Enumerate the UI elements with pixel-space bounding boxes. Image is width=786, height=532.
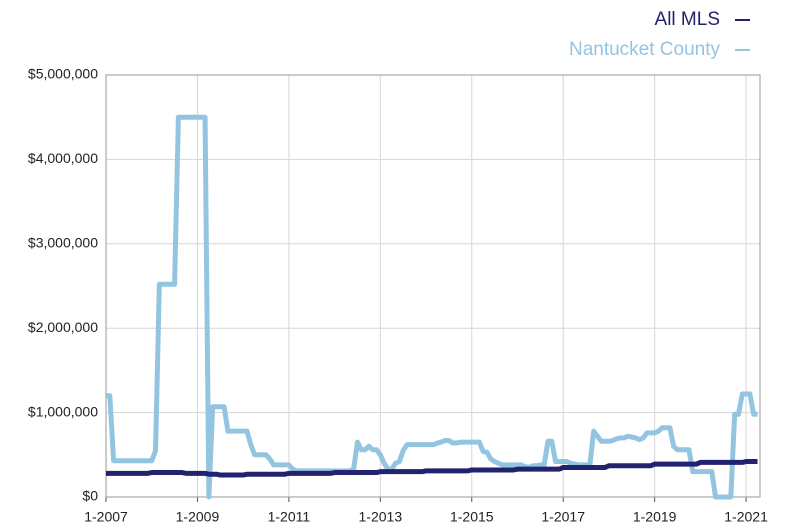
x-tick-label: 1-2011 <box>268 509 311 525</box>
y-tick-label: $1,000,000 <box>28 403 98 419</box>
series-line <box>106 114 758 500</box>
y-tick-label: $4,000,000 <box>28 150 98 166</box>
x-tick-label: 1-2021 <box>724 509 768 525</box>
x-tick-label: 1-2009 <box>176 509 220 525</box>
x-tick-label: 1-2007 <box>84 509 128 525</box>
y-tick-label: $2,000,000 <box>28 319 98 335</box>
x-tick-label: 1-2017 <box>541 509 585 525</box>
series-line <box>106 459 758 478</box>
legend-label: All MLS <box>655 9 720 30</box>
y-tick-label: $5,000,000 <box>28 66 98 82</box>
x-tick-label: 1-2019 <box>633 509 677 525</box>
plot-frame <box>105 74 761 498</box>
x-tick-label: 1-2015 <box>450 509 494 525</box>
legend-label: Nantucket County <box>569 39 721 60</box>
y-tick-label: $3,000,000 <box>28 235 98 251</box>
y-tick-label: $0 <box>82 488 98 504</box>
x-tick-label: 1-2013 <box>359 509 403 525</box>
